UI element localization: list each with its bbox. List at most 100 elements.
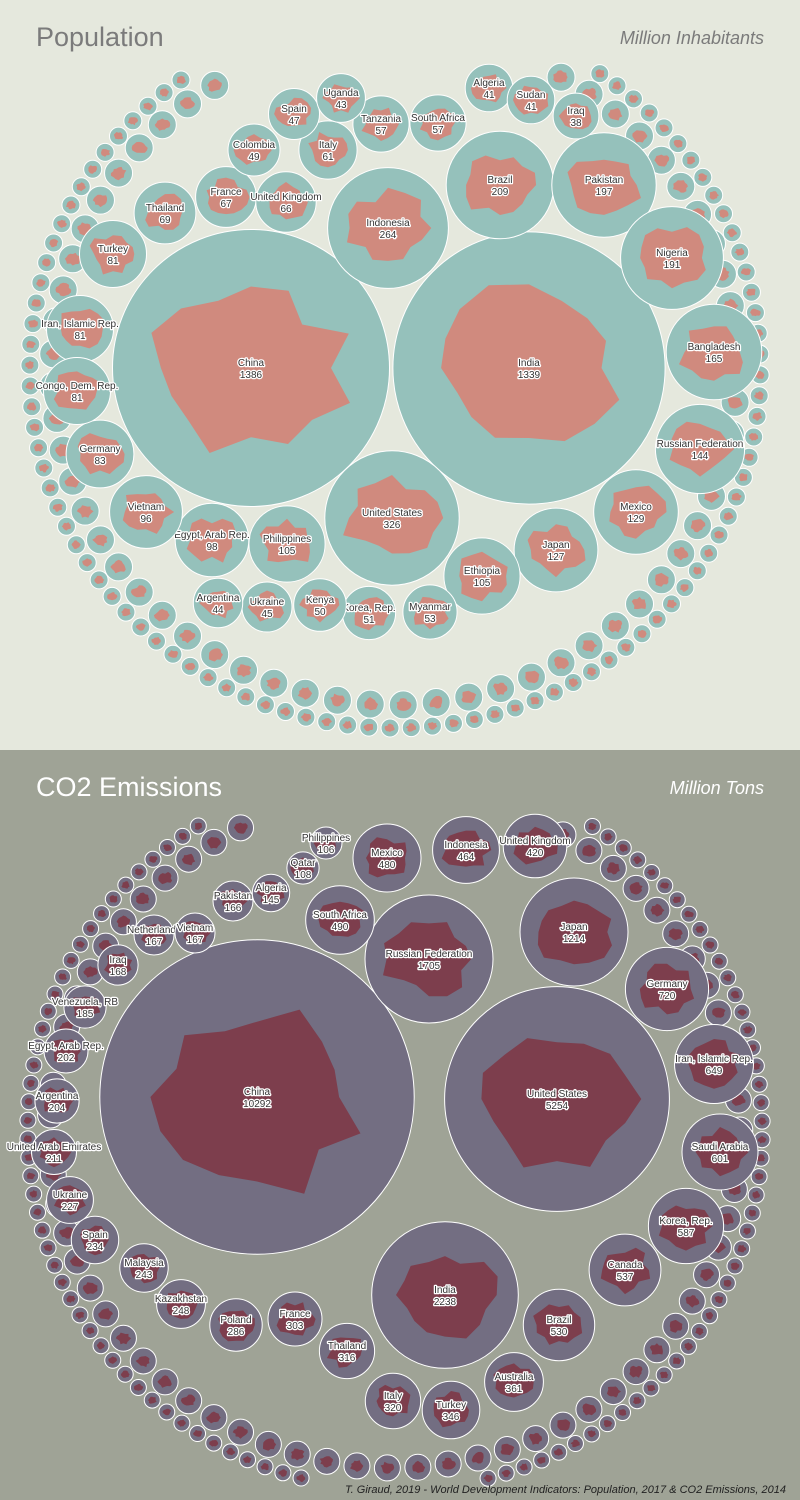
country-shape-venezuela-rb bbox=[72, 996, 101, 1018]
co2-title: CO2 Emissions bbox=[36, 772, 223, 802]
minor-bubble bbox=[200, 640, 230, 670]
bubble-value-russian-federation: 144 bbox=[692, 451, 709, 462]
bubble-label-kenya: Kenya bbox=[306, 595, 335, 606]
country-shape-vietnam bbox=[122, 493, 175, 534]
minor-bubble bbox=[625, 589, 655, 619]
minor-bubble bbox=[19, 1130, 37, 1148]
bubble-label-qatar: Qatar bbox=[290, 858, 316, 869]
bubble-label-philippines: Philippines bbox=[263, 534, 311, 545]
bubble-label-argentina: Argentina bbox=[36, 1091, 79, 1102]
minor-bubble bbox=[109, 908, 137, 936]
minor-bubble bbox=[71, 177, 91, 197]
bubble-value-brazil: 209 bbox=[492, 187, 509, 198]
minor-bubble bbox=[189, 1425, 207, 1443]
bubble-value-algeria: 145 bbox=[263, 895, 280, 906]
minor-bubble bbox=[53, 1273, 71, 1291]
minor-bubble bbox=[102, 586, 122, 606]
bubble-value-kenya: 50 bbox=[314, 607, 326, 618]
bubble-value-qatar: 108 bbox=[295, 870, 312, 881]
minor-bubble bbox=[656, 877, 674, 895]
minor-bubble bbox=[599, 1378, 627, 1406]
country-shape-pakistan bbox=[219, 888, 248, 912]
minor-bubble bbox=[730, 242, 750, 262]
minor-bubble bbox=[422, 716, 442, 736]
minor-bubble bbox=[259, 668, 289, 698]
bubble-label-united-arab-emirates: United Arab Emirates bbox=[7, 1142, 102, 1153]
country-shape-mexico bbox=[366, 837, 407, 878]
minor-bubble bbox=[600, 99, 630, 129]
minor-bubble bbox=[104, 1351, 122, 1369]
bubble-value-netherlands: 167 bbox=[146, 937, 163, 948]
bubble-label-japan: Japan bbox=[542, 540, 569, 551]
bubble-label-ukraine: Ukraine bbox=[250, 597, 285, 608]
bubble-value-iraq: 38 bbox=[570, 118, 582, 129]
bubble-iran-islamic-rep: Iran, Islamic Rep.649 bbox=[674, 1024, 754, 1104]
bubble-value-korea-rep: 51 bbox=[363, 615, 375, 626]
minor-bubble bbox=[743, 1204, 761, 1222]
bubble-label-vietnam: Vietnam bbox=[128, 502, 165, 513]
bubble-egypt-arab-rep: Egypt, Arab Rep.202 bbox=[27, 1028, 105, 1074]
minor-bubble bbox=[130, 863, 148, 881]
minor-bubble bbox=[116, 602, 136, 622]
minor-bubble bbox=[710, 952, 728, 970]
country-shape-philippines bbox=[313, 835, 336, 853]
minor-bubble bbox=[124, 133, 154, 163]
bubble-value-india: 2238 bbox=[434, 1297, 457, 1308]
bubble-value-united-states: 326 bbox=[384, 520, 401, 531]
minor-bubble bbox=[76, 958, 104, 986]
bubble-label-iraq: Iraq bbox=[109, 955, 126, 966]
country-shape-japan bbox=[527, 524, 586, 578]
minor-bubble bbox=[71, 935, 89, 953]
country-shape-turkey bbox=[89, 235, 135, 275]
country-shape-united-arab-emirates bbox=[39, 1137, 72, 1168]
bubble-label-vietnam: Vietnam bbox=[177, 923, 214, 934]
bubble-label-australia: Australia bbox=[495, 1372, 534, 1383]
bubble-label-russian-federation: Russian Federation bbox=[386, 949, 473, 960]
bubble-label-united-kingdom: United Kingdom bbox=[499, 836, 570, 847]
minor-bubble bbox=[744, 427, 764, 447]
minor-bubble bbox=[22, 1167, 40, 1185]
minor-bubble bbox=[76, 1274, 104, 1302]
country-shape-myanmar bbox=[413, 596, 450, 630]
minor-bubble bbox=[22, 1074, 40, 1092]
minor-bubble bbox=[599, 650, 619, 670]
bubble-label-indonesia: Indonesia bbox=[444, 840, 488, 851]
minor-bubble bbox=[726, 986, 744, 1004]
minor-bubble bbox=[622, 874, 650, 902]
country-shape-algeria bbox=[256, 881, 285, 905]
minor-bubble bbox=[701, 936, 719, 954]
minor-bubble bbox=[575, 837, 603, 865]
bubble-label-poland: Poland bbox=[220, 1315, 251, 1326]
bubble-label-india: India bbox=[434, 1285, 456, 1296]
minor-bubble bbox=[624, 89, 644, 109]
minor-bubble bbox=[123, 111, 143, 131]
bubble-label-ethiopia: Ethiopia bbox=[464, 566, 501, 577]
bubble-value-united-kingdom: 420 bbox=[527, 848, 544, 859]
co2-panel: China 10292 United States 5254 India 2238 Russ… bbox=[0, 750, 800, 1500]
bubble-value-turkey: 346 bbox=[443, 1412, 460, 1423]
minor-bubble bbox=[81, 1322, 99, 1340]
minor-bubble bbox=[678, 1287, 706, 1315]
minor-bubble bbox=[515, 1458, 533, 1476]
minor-bubble bbox=[92, 1300, 120, 1328]
minor-bubble bbox=[200, 1404, 228, 1432]
bubble-value-ukraine: 227 bbox=[62, 1202, 79, 1213]
minor-bubble bbox=[54, 968, 72, 986]
minor-bubble bbox=[227, 1418, 255, 1446]
minor-bubble bbox=[616, 637, 636, 657]
minor-bubble bbox=[485, 704, 505, 724]
minor-bubble bbox=[21, 334, 41, 354]
bubble-label-pakistan: Pakistan bbox=[585, 175, 623, 186]
country-shape-indonesia bbox=[347, 187, 432, 261]
bubble-label-italy: Italy bbox=[319, 140, 337, 151]
minor-bubble bbox=[20, 376, 40, 396]
country-shape-malaysia bbox=[126, 1254, 161, 1284]
